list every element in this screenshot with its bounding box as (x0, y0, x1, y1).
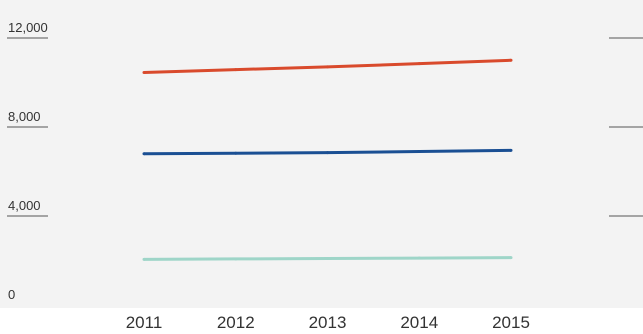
x-axis: 2011 2012 2013 2014 2015 (126, 313, 530, 332)
data-point (142, 257, 146, 261)
x-tick-label: 2013 (309, 313, 347, 332)
series-group (142, 58, 513, 261)
data-point (234, 151, 238, 155)
x-tick-label: 2012 (217, 313, 255, 332)
data-point (326, 65, 329, 69)
data-point (234, 257, 238, 261)
x-tick-label: 2011 (126, 313, 163, 332)
x-tick-label: 2015 (492, 313, 530, 332)
data-point (417, 62, 421, 66)
data-point (417, 149, 421, 153)
y-tick-label: 4,000 (8, 198, 41, 213)
y-tick-label: 0 (8, 287, 15, 302)
x-tick-label: 2014 (400, 313, 438, 332)
data-point (509, 58, 513, 62)
data-point (326, 151, 329, 155)
y-tick-label: 8,000 (8, 109, 41, 124)
data-point (142, 70, 146, 74)
data-point (234, 68, 238, 72)
data-point (417, 256, 421, 260)
y-axis: 0 4,000 8,000 12,000 (7, 20, 643, 302)
data-point (509, 148, 513, 152)
y-tick-label: 12,000 (8, 20, 48, 35)
data-point (326, 256, 329, 260)
data-point (142, 152, 146, 156)
data-point (509, 256, 513, 260)
